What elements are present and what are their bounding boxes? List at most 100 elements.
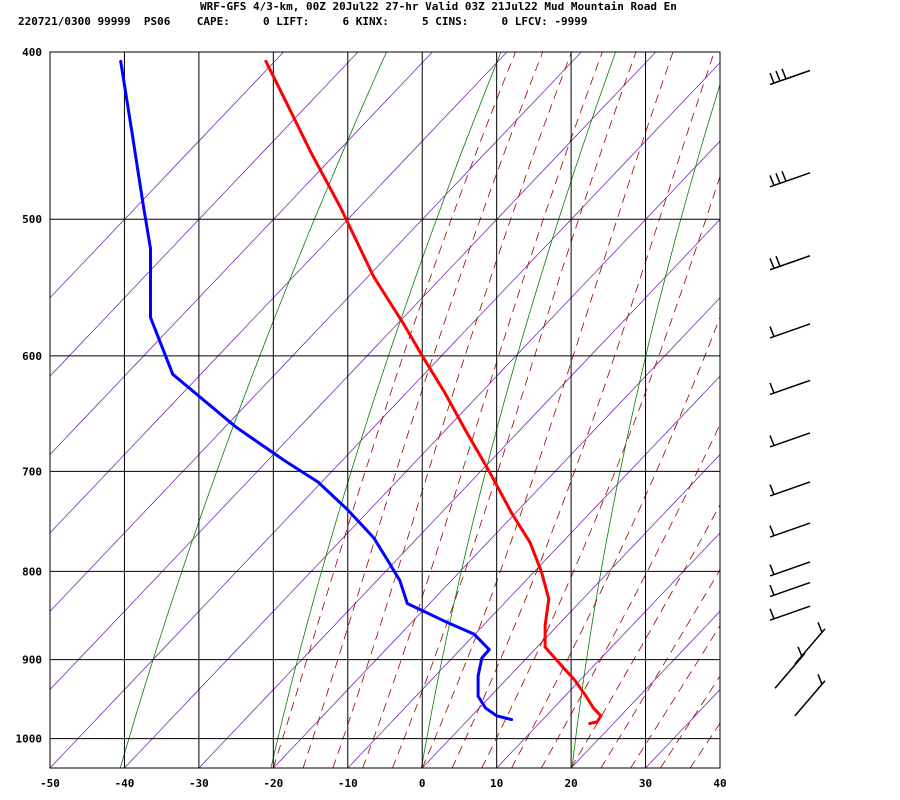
isotherm-line bbox=[273, 297, 720, 768]
wind-barb-flag bbox=[797, 646, 803, 658]
moist-adiabat-line bbox=[362, 52, 603, 768]
profiles bbox=[119, 59, 603, 725]
wind-barb-flag bbox=[769, 435, 775, 446]
wind-barb bbox=[769, 581, 811, 598]
isotherm-line bbox=[198, 218, 720, 768]
wind-barb-flag bbox=[769, 175, 775, 186]
isotherm-line bbox=[50, 52, 582, 612]
dry-adiabat-line bbox=[119, 52, 387, 768]
isotherm-line bbox=[347, 375, 720, 768]
moist-adiabat-line bbox=[302, 52, 544, 768]
x-tick-label: 10 bbox=[490, 777, 503, 790]
isotherm-line bbox=[50, 62, 720, 768]
wind-barb-staff bbox=[769, 323, 811, 339]
wind-barb bbox=[769, 379, 811, 396]
moist-adiabat-line bbox=[511, 316, 720, 768]
x-tick-label: -30 bbox=[189, 777, 209, 790]
y-tick-label: 600 bbox=[22, 350, 42, 363]
moist-adiabat-line bbox=[660, 675, 720, 768]
y-tick-label: 800 bbox=[22, 565, 42, 578]
x-tick-label: 20 bbox=[564, 777, 577, 790]
wind-barb-flag bbox=[769, 564, 775, 575]
wind-barb-staff bbox=[769, 522, 811, 538]
wind-barb bbox=[769, 255, 811, 271]
isotherm-line bbox=[124, 140, 720, 768]
y-tick-label: 700 bbox=[22, 465, 42, 478]
wind-barb bbox=[794, 622, 826, 665]
isotherm-line bbox=[50, 52, 359, 377]
wind-barb-flag bbox=[775, 173, 781, 184]
grid bbox=[49, 51, 721, 769]
wind-barb-flag bbox=[769, 608, 775, 620]
dry-adiabat-line bbox=[873, 52, 900, 768]
wind-barb-flag bbox=[769, 72, 775, 84]
wind-barb-flag bbox=[781, 170, 787, 182]
wind-barb-staff bbox=[769, 605, 811, 621]
wind-barb-flag bbox=[769, 484, 775, 495]
dry-adiabat-line bbox=[723, 52, 845, 768]
dry-adiabat-line bbox=[571, 83, 720, 768]
wind-barb-staff bbox=[794, 680, 826, 717]
wind-barb-flag bbox=[775, 70, 781, 82]
moist-adiabat-line bbox=[332, 52, 572, 768]
moist-adiabat-line bbox=[451, 52, 715, 768]
x-tick-label: -50 bbox=[40, 777, 60, 790]
x-tick-label: -10 bbox=[338, 777, 358, 790]
wind-barb-flag bbox=[769, 326, 775, 337]
wind-barb bbox=[769, 68, 811, 86]
sounding-indices: 220721/0300 99999 PS06 CAPE: 0 LIFT: 6 K… bbox=[18, 15, 588, 28]
wind-barb-flag bbox=[769, 258, 775, 269]
wind-barb bbox=[769, 605, 811, 621]
y-tick-label: 500 bbox=[22, 213, 42, 226]
chart-header: WRF-GFS 4/3-km, 00Z 20Jul22 27-hr Valid … bbox=[0, 0, 900, 40]
wind-barb bbox=[769, 522, 811, 538]
wind-barb-flag bbox=[769, 525, 775, 536]
x-tick-label: 0 bbox=[419, 777, 426, 790]
dry-adiabat-line bbox=[421, 52, 616, 768]
wind-barb bbox=[769, 432, 811, 448]
isotherm-line bbox=[719, 767, 720, 768]
isotherm-line bbox=[421, 453, 720, 768]
x-tick-label: 30 bbox=[639, 777, 652, 790]
wind-barb bbox=[769, 170, 811, 188]
wind-barb-staff bbox=[769, 172, 811, 188]
wind-barb-staff bbox=[769, 255, 811, 271]
moist-adiabat-line bbox=[481, 175, 720, 768]
wind-barb-staff bbox=[769, 432, 811, 448]
isotherm-line bbox=[496, 532, 720, 768]
y-tick-label: 400 bbox=[22, 46, 42, 59]
y-tick-label: 900 bbox=[22, 654, 42, 667]
wind-barb-flag bbox=[817, 674, 823, 685]
chart-title: WRF-GFS 4/3-km, 00Z 20Jul22 27-hr Valid … bbox=[200, 0, 677, 13]
moist-adiabat-line bbox=[421, 52, 674, 768]
x-tick-label: -40 bbox=[115, 777, 135, 790]
wind-barb-staff bbox=[774, 652, 806, 689]
wind-barb-flag bbox=[775, 255, 781, 267]
x-tick-label: -20 bbox=[263, 777, 283, 790]
wind-barb bbox=[769, 481, 811, 497]
wind-barb-staff bbox=[769, 481, 811, 497]
y-tick-label: 1000 bbox=[16, 733, 43, 746]
moist-adiabat-line bbox=[689, 722, 720, 768]
wind-barb-flag bbox=[769, 584, 775, 596]
wind-barb-flag bbox=[781, 68, 787, 80]
x-tick-label: 40 bbox=[713, 777, 726, 790]
moist-adiabat-line bbox=[600, 568, 720, 768]
moist-adiabat-line bbox=[540, 423, 720, 768]
moist-adiabat-line bbox=[630, 624, 720, 768]
isotherm-line bbox=[50, 52, 284, 299]
tick-labels: 400 500 600 700 800 900 1000 -50 -40 -30 -20 -10 0 10… bbox=[16, 46, 727, 790]
wind-barb-staff bbox=[769, 69, 811, 86]
wind-barb-staff bbox=[769, 581, 811, 598]
moist-adiabat-line bbox=[272, 52, 516, 768]
dry-adiabat-line bbox=[270, 52, 502, 768]
moist-adiabat-line bbox=[570, 503, 720, 768]
wind-barb bbox=[769, 323, 811, 339]
wind-barb-flag bbox=[769, 382, 775, 394]
wind-barb-flag bbox=[817, 622, 823, 633]
wind-barb bbox=[774, 646, 806, 689]
isotherm-line bbox=[570, 610, 720, 768]
moist-adiabat-line bbox=[392, 52, 637, 768]
dewpoint-profile bbox=[119, 59, 514, 722]
isotherm-line bbox=[50, 52, 433, 456]
